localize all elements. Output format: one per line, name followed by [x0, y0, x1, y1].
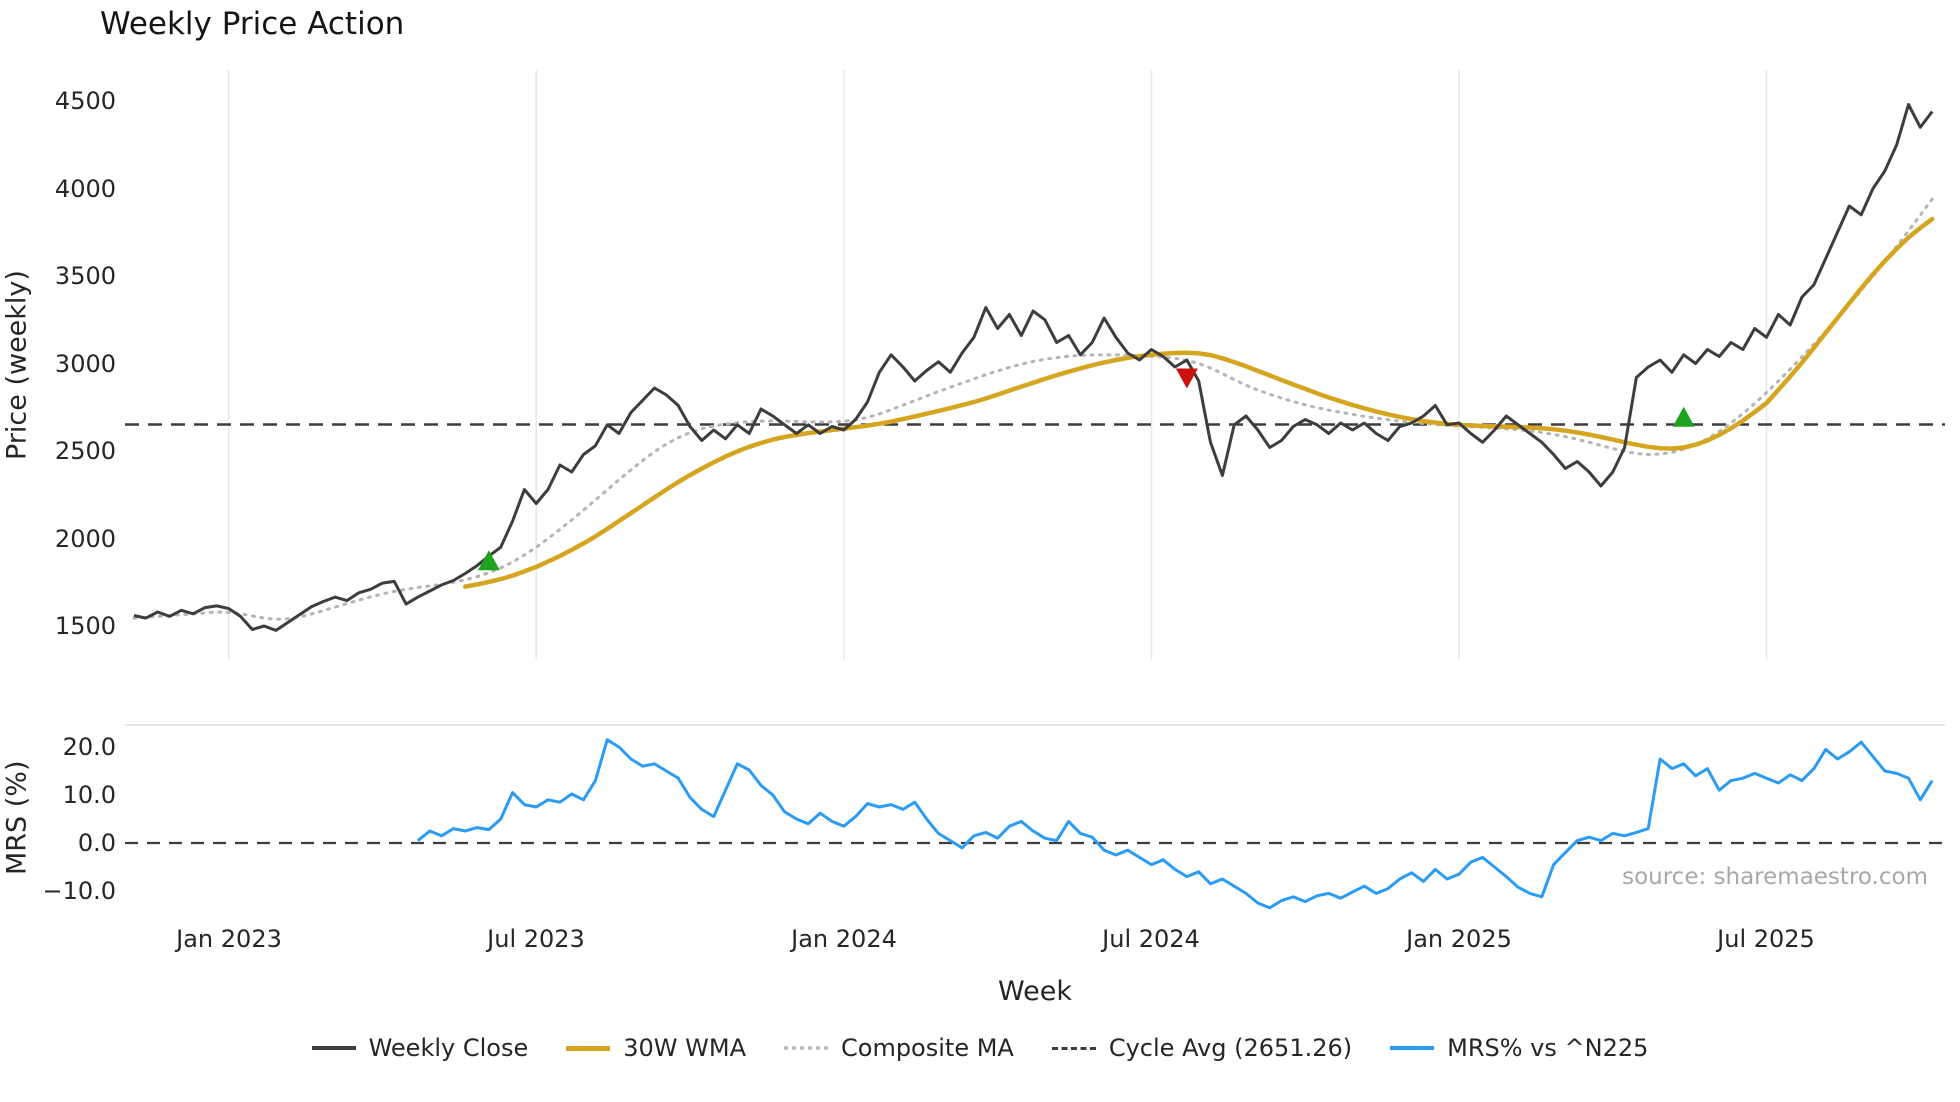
price-ytick-2500: 2500: [54, 437, 116, 465]
price-ytick-3000: 3000: [54, 350, 116, 378]
legend-label: 30W WMA: [623, 1034, 746, 1062]
price-ytick-1500: 1500: [54, 612, 116, 640]
legend-item-cycle-avg: Cycle Avg (2651.26): [1051, 1034, 1353, 1062]
legend-item-mrs: MRS% vs ^N225: [1390, 1034, 1648, 1062]
price-ytick-4500: 4500: [54, 87, 116, 115]
sell-marker: [1175, 368, 1198, 389]
y-tick-labels: 4500 4000 3500 3000 2500 2000 1500 20.0 …: [0, 0, 116, 1102]
price-ytick-4000: 4000: [54, 175, 116, 203]
mrs-line-swatch: [1390, 1046, 1435, 1050]
x-axis-label: Week: [998, 976, 1072, 1007]
weekly-close-line: [133, 103, 1934, 632]
legend-item-30w-wma: 30W WMA: [566, 1034, 746, 1062]
composite-ma-line-swatch: [784, 1046, 828, 1050]
legend-label: Composite MA: [841, 1034, 1014, 1062]
source-credit: source: sharemaestro.com: [1622, 864, 1928, 890]
price-ytick-2000: 2000: [54, 525, 116, 553]
legend-label: Cycle Avg (2651.26): [1108, 1034, 1353, 1062]
xtick-jul-2025: Jul 2025: [1717, 925, 1815, 953]
xtick-jul-2023: Jul 2023: [487, 925, 585, 953]
xtick-jan-2023: Jan 2023: [176, 925, 282, 953]
legend-item-weekly-close: Weekly Close: [311, 1034, 529, 1062]
mrs-line: [416, 738, 1934, 910]
cycle-avg-line-swatch: [1051, 1046, 1096, 1050]
legend-item-composite-ma: Composite MA: [784, 1034, 1014, 1062]
xtick-jul-2024: Jul 2024: [1102, 925, 1200, 953]
xtick-jan-2024: Jan 2024: [791, 925, 897, 953]
mrs-ytick-0: 0.0: [77, 829, 116, 857]
buy-marker: [477, 550, 500, 571]
price-ytick-3500: 3500: [54, 262, 116, 290]
mrs-ytick-10: 10.0: [62, 781, 116, 809]
weekly-close-line-swatch: [311, 1046, 356, 1050]
wma-line-swatch: [566, 1045, 611, 1051]
legend-label: MRS% vs ^N225: [1447, 1034, 1649, 1062]
buy-marker: [1672, 406, 1695, 427]
legend-label: Weekly Close: [368, 1034, 529, 1062]
mrs-ytick-neg10: −10.0: [42, 877, 116, 905]
wma-line: [462, 216, 1935, 589]
xtick-jan-2025: Jan 2025: [1406, 925, 1512, 953]
composite-ma-line: [132, 197, 1934, 621]
chart-title: Weekly Price Action: [100, 6, 405, 42]
mrs-ytick-20: 20.0: [62, 733, 116, 761]
legend: Weekly Close 30W WMA Composite MA Cycle …: [0, 1034, 1960, 1062]
